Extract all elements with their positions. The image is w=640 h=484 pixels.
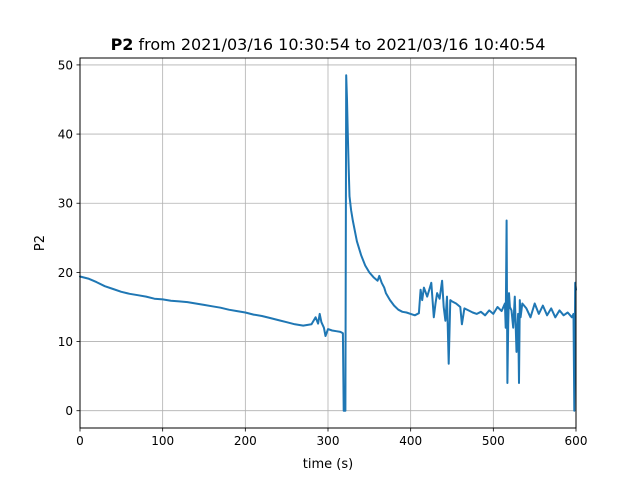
x-tick-label: 0: [76, 434, 84, 448]
y-tick-label: 30: [58, 197, 73, 211]
y-tick-label: 40: [58, 128, 73, 142]
x-tick-label: 500: [482, 434, 505, 448]
x-tick-label: 100: [151, 434, 174, 448]
y-tick-label: 20: [58, 266, 73, 280]
chart-title-bold: P2: [111, 35, 134, 54]
y-tick-label: 50: [58, 58, 73, 72]
grid-layer: [79, 58, 577, 428]
tick-layer: 0 100 200 300 400 500 600 0 10 20 30 40 50: [58, 58, 588, 448]
chart-title: P2 from 2021/03/16 10:30:54 to 2021/03/1…: [111, 35, 546, 54]
x-tick-label: 300: [317, 434, 340, 448]
y-tick-label: 0: [65, 404, 73, 418]
x-axis-label: time (s): [303, 457, 353, 472]
series-line: [79, 74, 577, 412]
chart-title-rest: from 2021/03/16 10:30:54 to 2021/03/16 1…: [133, 35, 545, 54]
series-layer: [79, 74, 577, 412]
x-tick-label: 400: [399, 434, 422, 448]
x-tick-label: 200: [234, 434, 257, 448]
y-axis-label: P2: [33, 235, 48, 251]
y-tick-label: 10: [58, 335, 73, 349]
x-tick-label: 600: [565, 434, 588, 448]
